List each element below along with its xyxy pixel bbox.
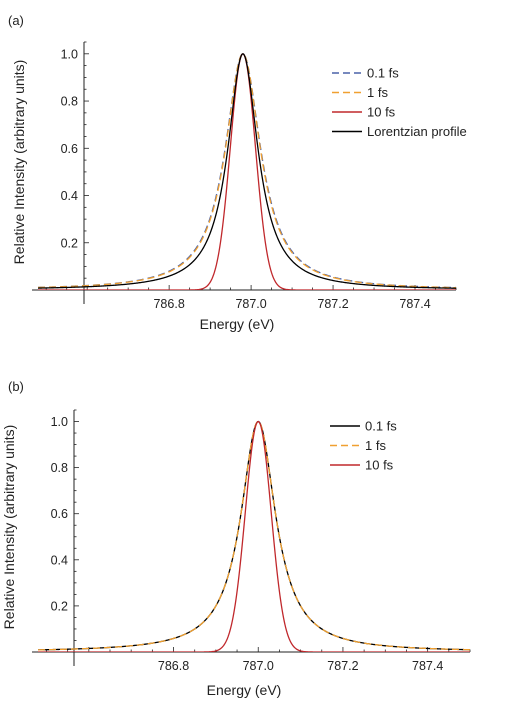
panel-label: (a) (8, 13, 24, 28)
y-tick-label: 0.4 (61, 189, 78, 203)
legend-label: 10 fs (367, 105, 396, 120)
y-tick-label: 0.6 (61, 142, 78, 156)
legend-label: 0.1 fs (365, 419, 397, 434)
legend-label: 0.1 fs (367, 66, 399, 81)
panel-label: (b) (8, 379, 24, 394)
series-line (38, 53, 456, 290)
legend: 0.1 fs 1 fs 10 fs (330, 419, 397, 473)
y-tick-label: 0.6 (51, 507, 68, 521)
y-tick-label: 1.0 (51, 415, 68, 429)
series-line (38, 53, 456, 289)
x-tick-label: 787.4 (412, 659, 443, 673)
x-tick-label: 787.2 (327, 659, 358, 673)
y-tick-label: 0.2 (61, 236, 78, 250)
x-axis-label: Energy (eV) (207, 682, 282, 698)
series-line (38, 53, 456, 289)
y-tick-label: 0.8 (51, 461, 68, 475)
series-line (38, 420, 470, 651)
chart-panel-a: (a) 786.8 787.0 787.2 787.4 0.2 0.4 0.6 0.8 1.0 En… (8, 13, 467, 332)
y-tick-label: 1.0 (61, 47, 78, 61)
legend-label: 10 fs (365, 458, 394, 473)
chart-panel-b: (b) 786.8 787.0 787.2 787.4 0.2 0.4 0.6 0.8 1.0 En… (1, 379, 471, 698)
series-line (38, 420, 470, 652)
y-tick-label: 0.2 (51, 599, 68, 613)
y-tick-label: 0.4 (51, 553, 68, 567)
x-tick-label: 787.2 (317, 297, 348, 311)
x-tick-label: 787.0 (235, 297, 266, 311)
x-tick-label: 787.4 (399, 297, 430, 311)
series-line (38, 53, 456, 289)
x-axis-label: Energy (eV) (200, 316, 275, 332)
y-tick-label: 0.8 (61, 95, 78, 109)
y-axis-label: Relative Intensity (arbitrary units) (11, 60, 27, 265)
series-line (38, 420, 470, 651)
x-tick-label: 786.8 (153, 297, 184, 311)
y-axis-label: Relative Intensity (arbitrary units) (1, 425, 17, 630)
legend-label: Lorentzian profile (367, 124, 467, 139)
legend: 0.1 fs 1 fs 10 fs Lorentzian profile (332, 66, 467, 139)
x-tick-label: 787.0 (243, 659, 274, 673)
x-tick-label: 786.8 (158, 659, 189, 673)
legend-label: 1 fs (367, 85, 388, 100)
legend-label: 1 fs (365, 438, 386, 453)
